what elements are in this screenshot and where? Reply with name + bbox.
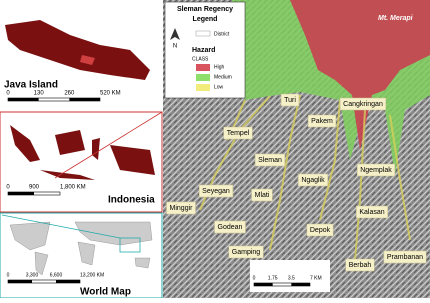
district-label: Mlati [255,192,270,199]
scale-label: 0 [6,91,10,97]
district-box [383,250,427,264]
volcano-label: Mt. Merapi [378,15,414,22]
scale-label: 7 KM [310,275,322,281]
district-box [214,220,246,234]
district-box [339,97,387,111]
district-box [223,126,253,140]
district-box [254,153,286,167]
class-swatch [196,84,210,91]
district-label: Ngaglik [301,177,325,184]
inset-link [54,111,163,179]
scale-segment [254,283,273,286]
district-box [228,245,264,259]
scale-label: 1,800 KM [60,185,86,191]
legend-box [164,1,246,99]
world-highlight [119,237,141,253]
north-label: N [173,44,177,50]
inset-title: Java Island [4,80,58,91]
district-label: Cangkringan [343,101,383,108]
scale-label: 13,200 KM [80,272,104,278]
legend-title: Sleman Regency [177,6,233,13]
java-island [5,20,150,80]
scale-segment [291,283,310,286]
district-swatch [195,30,211,37]
district-label: Ngemplak [360,167,392,174]
district-label: Prambanan [387,254,423,261]
scale-label: 0 [6,185,10,191]
district-box [166,201,196,215]
scale-segment [8,98,39,101]
class-swatch [196,74,210,81]
class-label: CLASS [192,56,209,62]
district-label: Sleman [258,157,282,164]
high-zone [290,0,430,150]
class-swatch [196,64,210,71]
district-label: Tempel [227,130,250,137]
scale-label: 0 [7,272,10,278]
district-box [356,163,396,177]
district-label: Depok [310,227,331,234]
district-label: Kalasan [359,209,384,216]
district-box [306,223,334,237]
district-box [298,173,328,187]
district-box [198,184,234,198]
district-label: Godean [218,224,243,231]
district-box [345,258,375,272]
scale-segment [56,280,80,283]
world-continents [9,221,153,276]
scale-label: 6,600 [50,272,63,278]
hazard-label: Hazard [192,47,215,54]
district-label: Turi [284,97,296,104]
district-label: Gamping [232,249,261,256]
study-area [80,55,95,65]
scale-segment [8,280,32,283]
class-label: Low [214,84,224,90]
district-box [280,93,300,107]
district-box [307,114,337,128]
district-label: District [214,31,230,37]
district-box [356,205,388,219]
district-label: Seyegan [202,188,230,195]
scale-label: 0 [253,275,256,281]
scale-segment [8,192,34,195]
scale-label: 3.5 [288,275,295,281]
scale-label: 3,300 [26,272,39,278]
north-arrow [170,28,180,40]
class-label: High [214,64,225,70]
scale-label: 260 [64,91,75,97]
indonesia-islands [10,125,155,180]
scale-box [250,260,330,292]
legend-subtitle: Legend [193,16,218,23]
class-label: Medium [214,74,232,80]
scale-label: 900 [29,185,40,191]
district-label: Pakem [311,118,333,125]
district-box [251,188,273,202]
scale-label: 130 [34,91,45,97]
scale-label: 520 KM [100,91,121,97]
district-label: Minggir [170,205,194,212]
district-label: Berbah [349,262,372,269]
inset-title: Indonesia [108,195,155,206]
scale-segment [69,98,100,101]
world-link [1,214,121,239]
scale-label: 1.75 [268,275,278,281]
inset-title: World Map [80,287,131,298]
